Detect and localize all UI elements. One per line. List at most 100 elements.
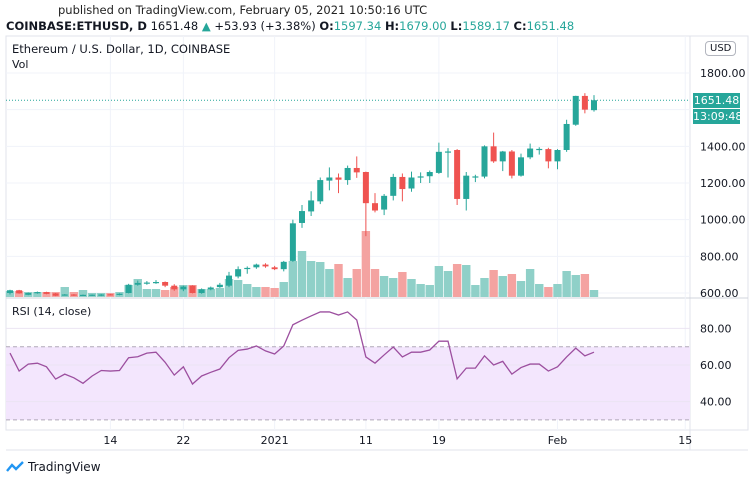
- candle-body: [198, 289, 205, 293]
- volume-bar: [78, 290, 88, 297]
- candle: [52, 293, 59, 297]
- time-tick-label: 19: [432, 434, 446, 447]
- candle-body: [527, 148, 534, 158]
- candle-body: [70, 294, 77, 296]
- volume-bar: [571, 275, 580, 297]
- volume-bar: [142, 289, 152, 297]
- volume-bar: [361, 231, 371, 297]
- candle: [572, 95, 579, 126]
- candle-body: [280, 261, 287, 270]
- candle-body: [116, 293, 123, 295]
- volume-bar: [261, 287, 270, 297]
- candle: [417, 172, 424, 184]
- candle: [362, 171, 369, 237]
- volume-bar: [33, 292, 42, 297]
- low-label: L:: [450, 19, 463, 33]
- volume-bar: [562, 271, 571, 297]
- volume-bar: [398, 272, 407, 297]
- tradingview-logo[interactable]: TradingView: [6, 460, 101, 474]
- volume-bar: [160, 290, 170, 297]
- volume-bar: [462, 265, 471, 297]
- candle-body: [162, 282, 169, 286]
- volume-bar: [224, 279, 234, 297]
- candle: [591, 95, 597, 112]
- rsi-tick-label: 80.00: [700, 322, 732, 335]
- tradingview-logo-icon: [6, 461, 24, 472]
- time-tick-label: 2021: [261, 434, 289, 447]
- candle: [7, 289, 13, 295]
- volume-bar: [297, 251, 307, 297]
- currency-button[interactable]: USD: [705, 41, 737, 56]
- candle: [326, 167, 333, 191]
- candle-body: [98, 294, 105, 296]
- open-label: O:: [319, 19, 334, 33]
- candle: [80, 294, 86, 297]
- candle-body: [308, 200, 315, 212]
- candle-body: [335, 177, 342, 180]
- candle: [545, 147, 552, 169]
- volume-bar: [416, 284, 425, 297]
- candle: [372, 193, 378, 213]
- price-tick-label: 1400.00: [700, 140, 746, 153]
- time-tick-label: 14: [103, 434, 117, 447]
- candle: [107, 293, 114, 296]
- volume-bar: [535, 284, 544, 297]
- candle-body: [134, 282, 141, 285]
- candle: [253, 263, 260, 269]
- candle: [134, 280, 141, 286]
- candle-body: [262, 264, 269, 267]
- candle-body: [180, 286, 187, 290]
- candle-body: [572, 95, 579, 125]
- candle: [317, 177, 324, 205]
- candle-body: [153, 282, 159, 284]
- time-tick-label: 22: [176, 434, 190, 447]
- candle-body: [426, 172, 433, 177]
- candle-body: [216, 284, 223, 288]
- open-value: 1597.34: [333, 19, 382, 33]
- candle-body: [289, 223, 296, 261]
- volume-bar: [42, 292, 51, 297]
- volume-bar: [516, 281, 526, 297]
- candle-body: [34, 292, 41, 294]
- high-label: H:: [384, 19, 400, 33]
- candle: [472, 174, 479, 183]
- candle-body: [344, 167, 351, 181]
- candle-body: [554, 150, 561, 162]
- candle-body: [490, 146, 497, 162]
- time-tick-label: 15: [678, 434, 692, 447]
- rsi-tick-label: 60.00: [700, 359, 732, 372]
- rsi-legend: RSI (14, close): [12, 305, 92, 318]
- candle-body: [518, 157, 524, 176]
- candle: [226, 271, 232, 288]
- candle: [518, 153, 524, 177]
- volume-bar: [215, 288, 225, 297]
- candle: [216, 282, 223, 288]
- candle: [289, 219, 296, 262]
- candle: [536, 147, 543, 155]
- candle-body: [445, 151, 451, 153]
- candle: [70, 294, 77, 296]
- candle-body: [189, 285, 196, 293]
- candle-body: [253, 264, 260, 268]
- candle: [381, 194, 388, 216]
- volume-bar: [407, 279, 416, 297]
- volume-bar: [489, 270, 498, 297]
- candle: [463, 172, 470, 211]
- candle-body: [326, 177, 333, 181]
- volume-bar: [443, 271, 453, 297]
- volume-bar: [14, 291, 24, 297]
- candle: [499, 150, 506, 172]
- rsi-band: [6, 346, 690, 420]
- candle-body: [372, 203, 378, 211]
- volume-bar: [279, 282, 288, 297]
- candle: [454, 149, 461, 206]
- candle-body: [481, 146, 488, 177]
- candle: [25, 292, 32, 296]
- candle: [563, 119, 570, 152]
- candle: [445, 148, 451, 178]
- candle-body: [271, 267, 278, 270]
- candle-body: [545, 149, 552, 162]
- last-price: 1651.48: [150, 19, 199, 33]
- candle: [89, 294, 96, 296]
